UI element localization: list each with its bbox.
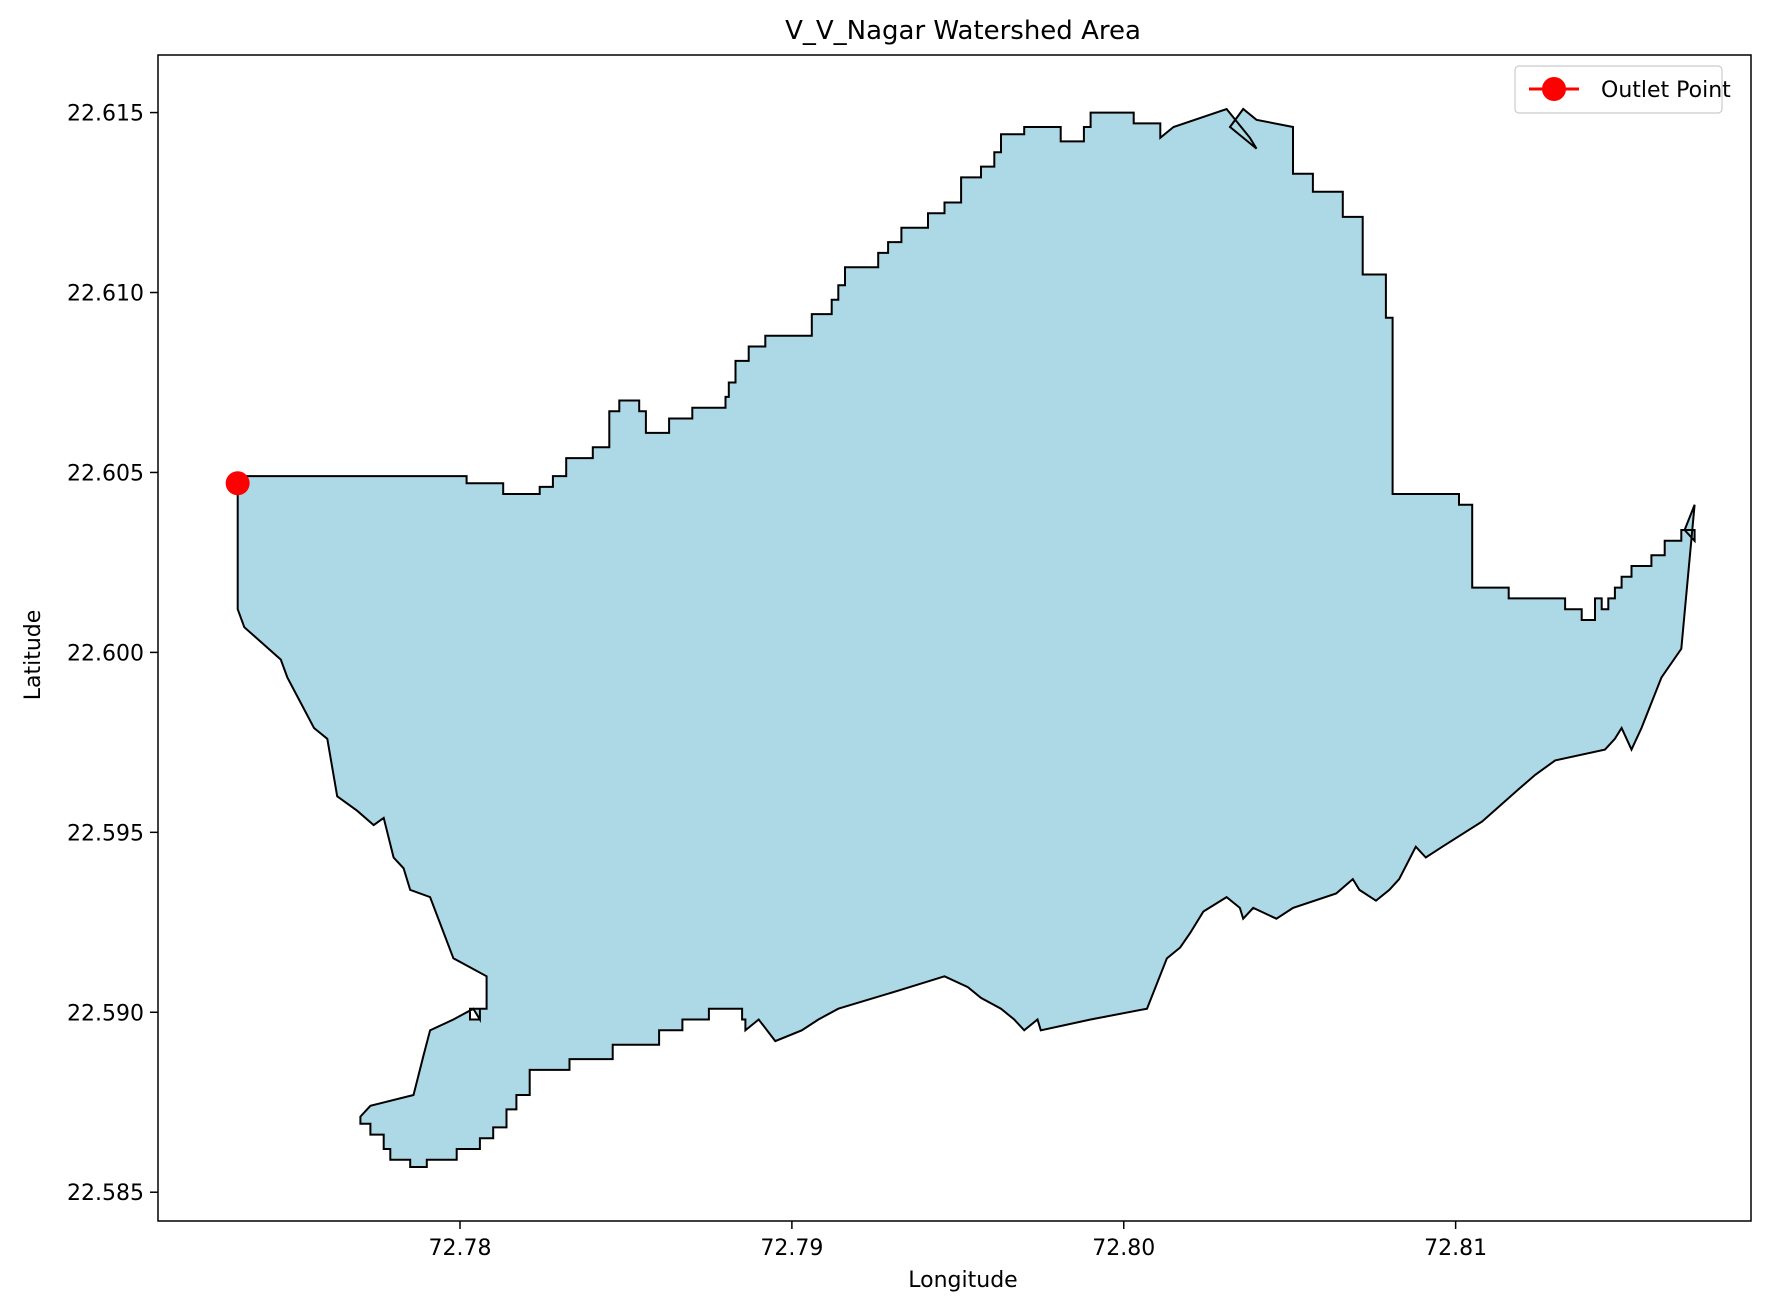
x-tick-label: 72.81	[1424, 1236, 1487, 1261]
watershed-polygon-layer	[236, 107, 1696, 1168]
chart-title: V_V_Nagar Watershed Area	[785, 16, 1141, 46]
legend-marker	[1542, 77, 1566, 101]
y-axis-ticks: 22.585 22.590 22.595 22.600 22.605 22.610 22.6…	[67, 102, 158, 1206]
legend-label-outlet-point: Outlet Point	[1601, 78, 1731, 103]
x-axis-ticks: 72.78 72.79 72.80 72.81	[429, 1221, 1487, 1261]
x-tick-label: 72.79	[760, 1236, 823, 1261]
plot-frame	[157, 54, 1752, 1222]
y-axis-label: Latitude	[21, 610, 46, 701]
x-tick-label: 72.78	[429, 1236, 492, 1261]
legend-box	[1514, 65, 1723, 114]
x-tick-label: 72.80	[1092, 1236, 1155, 1261]
y-tick-label: 22.605	[67, 461, 144, 486]
watershed-boundary	[236, 107, 1696, 1168]
y-tick-label: 22.600	[67, 641, 144, 666]
outlet-point-layer	[225, 471, 250, 496]
x-axis-label: Longitude	[908, 1268, 1017, 1293]
outlet-point-marker	[225, 471, 250, 496]
y-tick-label: 22.585	[67, 1181, 144, 1206]
legend: Outlet Point	[1514, 65, 1731, 114]
y-tick-label: 22.610	[67, 282, 144, 307]
y-tick-label: 22.590	[67, 1001, 144, 1026]
y-tick-label: 22.615	[67, 102, 144, 127]
y-tick-label: 22.595	[67, 821, 144, 846]
